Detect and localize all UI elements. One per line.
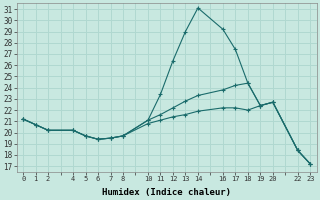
X-axis label: Humidex (Indice chaleur): Humidex (Indice chaleur) — [102, 188, 231, 197]
